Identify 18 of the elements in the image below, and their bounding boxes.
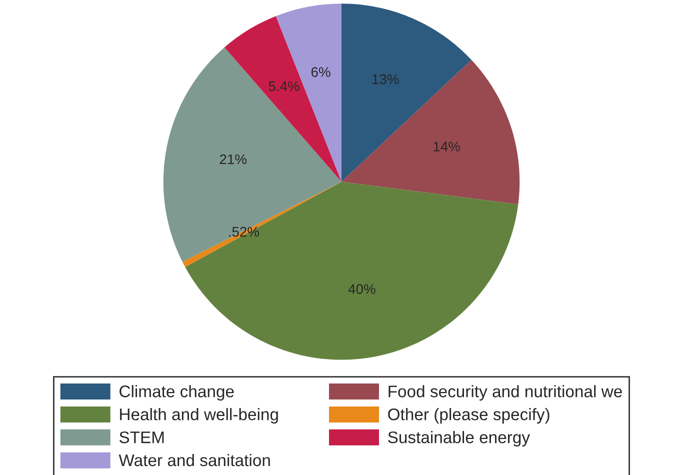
pie-slice [342, 60, 520, 204]
pie-slice [342, 4, 472, 182]
pie-slice [185, 182, 518, 360]
data-label: 21% [220, 154, 247, 164]
legend-label: STEM [119, 431, 164, 444]
data-label: 13% [372, 74, 399, 84]
legend-label: Food security and nutritional we [388, 385, 622, 401]
data-label: 5.4% [268, 81, 300, 92]
legend-label: Other (please specify) [388, 408, 550, 424]
legend-label: Health and well-being [120, 408, 278, 424]
legend-label: Climate change [120, 385, 234, 401]
legend-label: Sustainable energy [388, 431, 530, 447]
pie-slice [163, 47, 342, 262]
data-label: 14% [434, 142, 460, 152]
data-label: .52% [229, 226, 260, 237]
data-label: 6% [311, 67, 330, 77]
legend-label: Water and sanitation [118, 454, 270, 466]
data-label: 40% [348, 284, 376, 294]
